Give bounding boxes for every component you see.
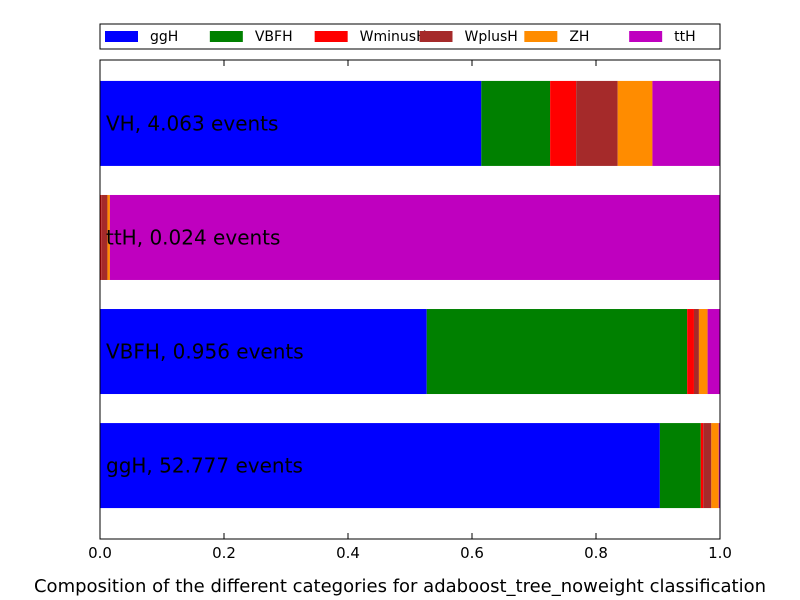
legend-label-tth: ttH — [674, 29, 696, 45]
x-axis-ticks: 0.0 0.2 0.4 0.6 0.8 1.0 — [88, 60, 732, 562]
x-tick-label-5: 1.0 — [708, 544, 732, 562]
bar-label-2: ttH, 0.024 events — [106, 225, 280, 249]
bar-wplush-2 — [101, 194, 108, 280]
legend-swatch-wplush — [419, 31, 453, 42]
legend-label-wminush: WminusH — [360, 29, 427, 45]
legend-swatch-vbfh — [209, 31, 243, 42]
x-tick-label-1: 0.2 — [212, 544, 236, 562]
plot-frame — [99, 59, 721, 540]
legend: ggH VBFH WminusH WplusH ZH ttH — [99, 23, 721, 50]
bar-zh-2 — [107, 194, 110, 280]
bar-zh-3 — [617, 80, 653, 166]
bar-ggh-1 — [100, 309, 427, 395]
bar-wminush-0 — [700, 423, 704, 509]
x-tick-label-3: 0.6 — [460, 544, 484, 562]
bar-label-1: VBFH, 0.956 events — [106, 340, 304, 364]
legend-label-vbfh: VBFH — [255, 29, 293, 45]
legend-swatch-tth — [629, 31, 663, 42]
bar-wminush-3 — [550, 80, 577, 166]
bar-tth-2 — [109, 194, 721, 280]
bar-zh-1 — [698, 309, 708, 395]
bar-wplush-0 — [703, 423, 712, 509]
legend-box — [99, 23, 721, 50]
bar-wminush-2 — [100, 194, 102, 280]
bar-tth-0 — [718, 423, 720, 509]
bar-ggh-0 — [100, 423, 660, 509]
bar-wplush-3 — [576, 80, 618, 166]
x-axis-label: Composition of the different categories … — [34, 576, 766, 597]
bars — [100, 80, 721, 509]
legend-swatch-zh — [524, 31, 558, 42]
bar-labels: ggH, 52.777 events VBFH, 0.956 events ttH,… — [106, 111, 304, 477]
legend-label-ggh: ggH — [150, 29, 178, 45]
x-tick-label-0: 0.0 — [88, 544, 112, 562]
x-tick-label-4: 0.8 — [584, 544, 608, 562]
legend-label-wplush: WplusH — [465, 29, 518, 45]
bar-tth-1 — [707, 309, 720, 395]
x-tick-label-2: 0.4 — [336, 544, 360, 562]
bar-zh-0 — [711, 423, 719, 509]
bar-tth-3 — [652, 80, 720, 166]
bar-label-0: ggH, 52.777 events — [106, 454, 303, 478]
bar-vbfh-3 — [481, 80, 551, 166]
bar-wminush-1 — [687, 309, 694, 395]
bar-ggh-3 — [100, 80, 482, 166]
bar-vbfh-1 — [426, 309, 688, 395]
legend-swatch-wminush — [314, 31, 348, 42]
bar-vbfh-0 — [659, 423, 701, 509]
bar-label-3: VH, 4.063 events — [106, 111, 278, 135]
bar-wplush-1 — [693, 309, 699, 395]
legend-label-zh: ZH — [569, 29, 589, 45]
legend-swatch-ggh — [105, 31, 138, 42]
